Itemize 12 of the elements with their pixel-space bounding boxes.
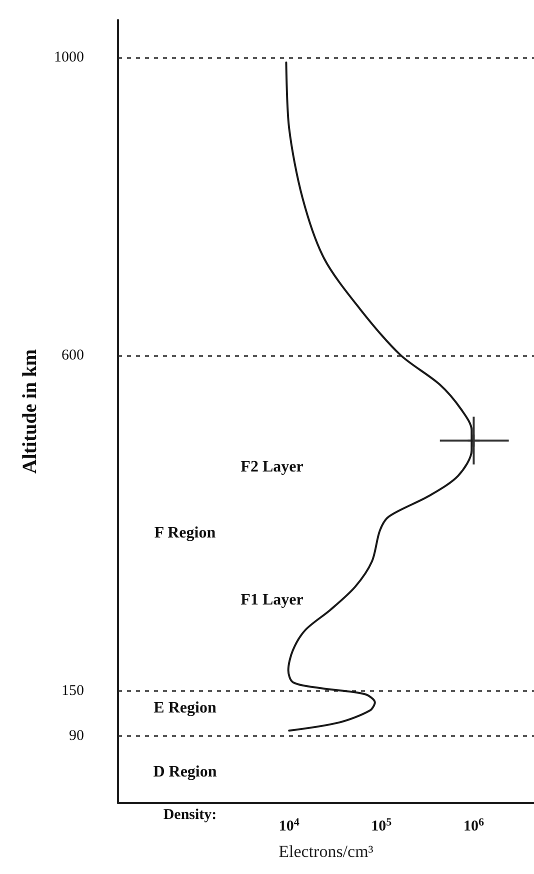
y-tick-label: 600 — [62, 348, 84, 364]
y-axis-title: Altitude in km — [19, 348, 41, 474]
y-tick-label: 90 — [69, 728, 84, 744]
text: Density: — [163, 807, 217, 823]
annotation: F2 Layer — [240, 458, 304, 476]
y-tick-label: 1000 — [54, 49, 84, 66]
annotation: D Region — [153, 764, 217, 780]
y-tick-label: 150 — [62, 683, 84, 700]
annotation: E Region — [154, 700, 216, 716]
x-axis-title: Electrons/cm³ — [278, 842, 374, 861]
annotation: F1 Layer — [240, 592, 304, 608]
annotation: F Region — [154, 524, 216, 542]
